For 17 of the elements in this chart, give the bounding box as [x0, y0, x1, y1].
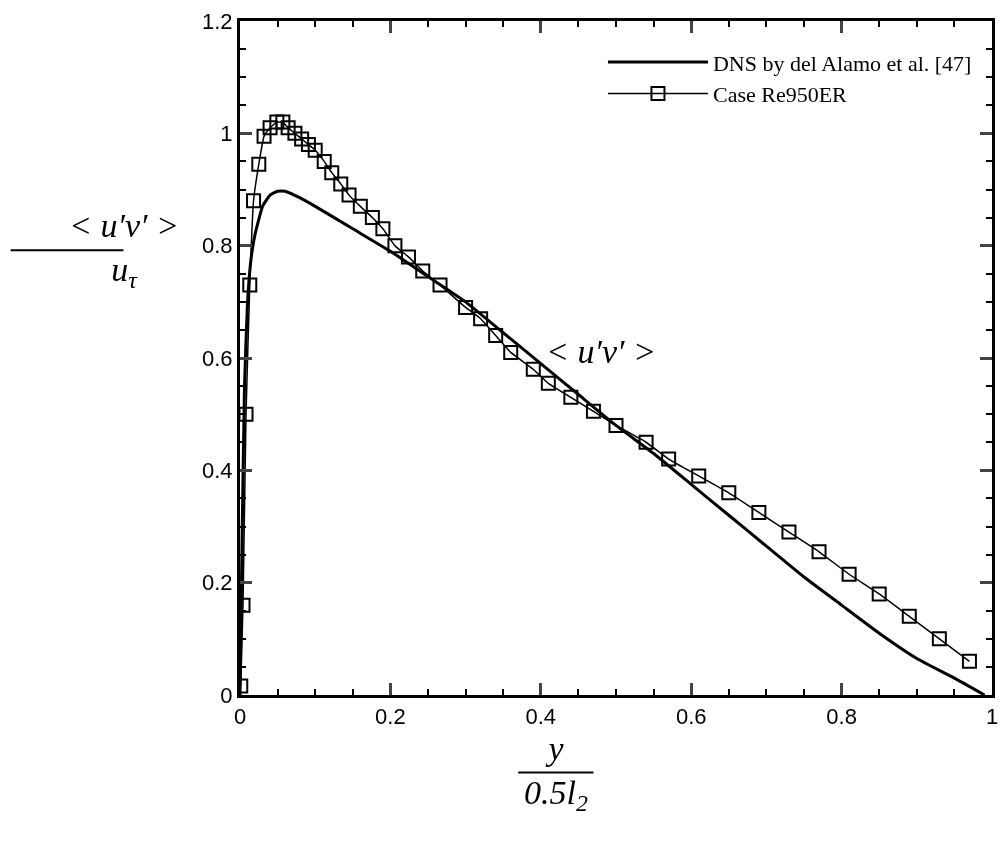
y-tick-label: 1 [220, 121, 233, 147]
y-tick-label: 0.6 [202, 345, 233, 371]
y-tick-label: 1.2 [202, 8, 233, 34]
y-tick-label: 0.4 [202, 458, 233, 484]
x-axis-title: y 0.5l$_{2}$ [524, 730, 588, 817]
x-tick-label: 0.6 [675, 704, 707, 730]
y-axis-title: < u′v′ > u$_{τ}$ [69, 207, 179, 294]
x-tick-label: 0.2 [375, 704, 406, 730]
x-tick-label: 0.4 [525, 704, 557, 730]
x-tick-label: 1 [985, 704, 999, 730]
legend-label: DNS by del Alamo et al. [47] [712, 50, 972, 76]
legend-label: Case Re950ER [712, 82, 848, 108]
y-tick-label: 0.2 [202, 570, 233, 596]
x-tick-label: 0.8 [826, 704, 857, 730]
y-tick-label: 0 [220, 682, 233, 708]
y-tick-label: 0.8 [202, 233, 233, 259]
annotation: < u′v′ > [546, 333, 656, 370]
